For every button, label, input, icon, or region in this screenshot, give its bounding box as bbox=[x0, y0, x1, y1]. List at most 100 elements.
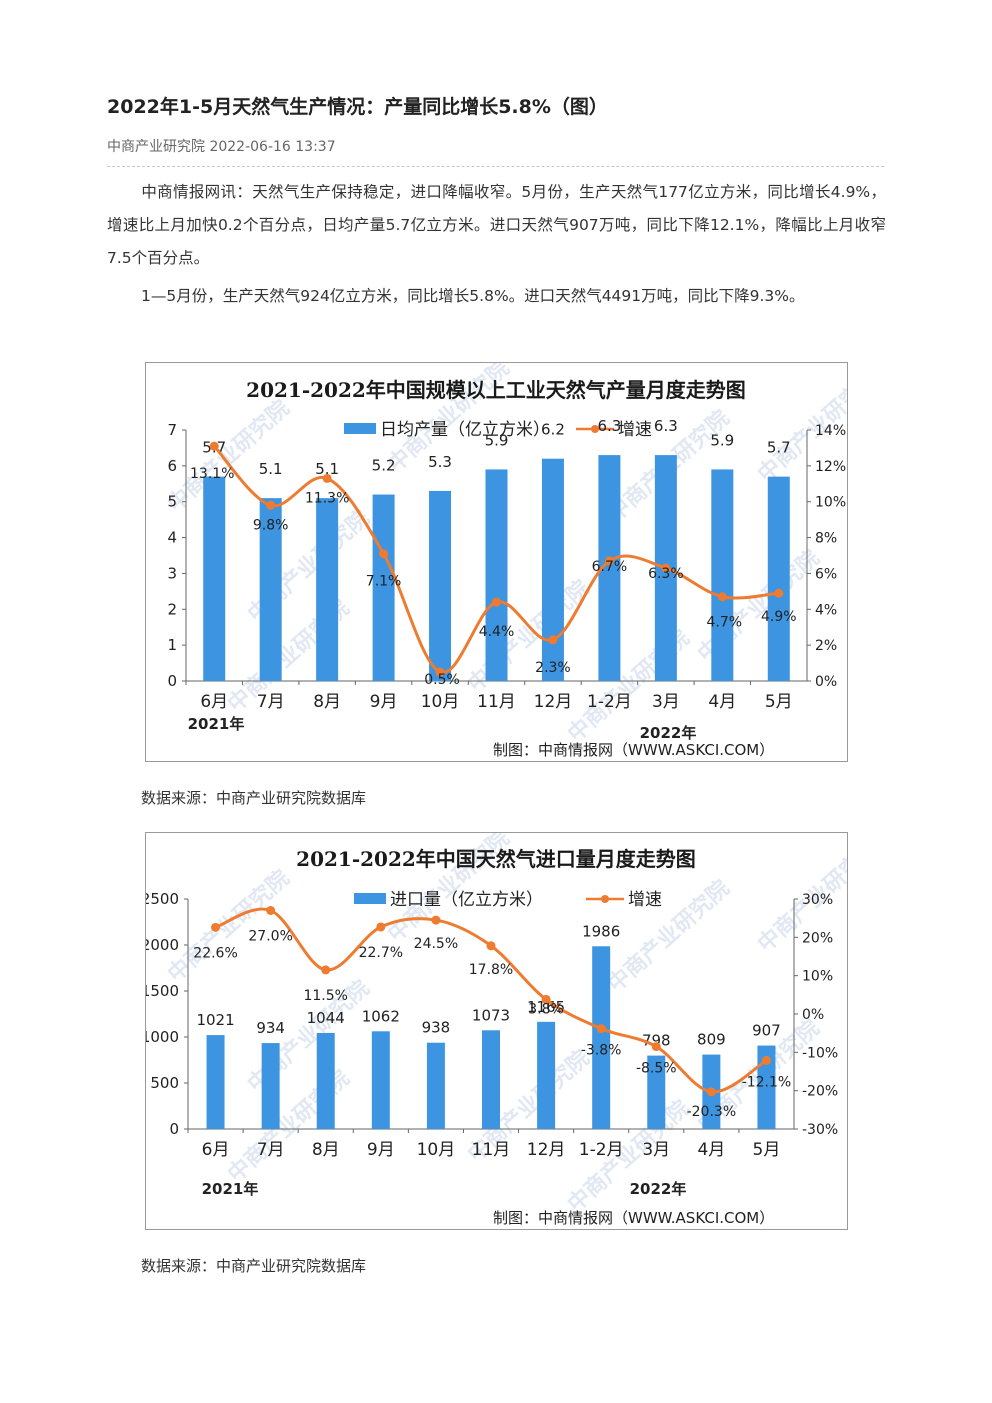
bar-value-label: 1062 bbox=[362, 1007, 400, 1025]
bar bbox=[372, 494, 395, 681]
legend-line-label: 增速 bbox=[618, 420, 652, 440]
bar-value-label: 934 bbox=[256, 1019, 285, 1037]
bar-value-label: 5.3 bbox=[428, 453, 452, 471]
growth-label: 22.7% bbox=[359, 945, 403, 961]
y-left-tick-label: 2500 bbox=[146, 890, 179, 908]
bar-value-label: 5.2 bbox=[372, 457, 396, 475]
paragraph-2-text: 1—5月份，生产天然气924亿立方米，同比增长5.8%。进口天然气4491万吨，… bbox=[141, 287, 805, 305]
growth-label: -3.8% bbox=[581, 1043, 622, 1059]
legend-line-label: 增速 bbox=[628, 890, 662, 910]
title-divider bbox=[107, 166, 884, 167]
import-chart: 中商产业研究院 中商产业研究院 中商产业研究院 中商产业研究院 中商产业研究院 中商产业研… bbox=[145, 832, 848, 1230]
bar bbox=[592, 946, 611, 1129]
bar-value-label: 5.1 bbox=[259, 460, 283, 478]
growth-point bbox=[209, 441, 219, 451]
x-tick-label: 9月 bbox=[367, 1140, 395, 1160]
y-right-tick-label: 2% bbox=[815, 638, 837, 654]
y-left-tick-label: 5 bbox=[167, 493, 177, 511]
y-right-tick-label: 0% bbox=[802, 1007, 824, 1023]
growth-label: 11.3% bbox=[305, 490, 349, 506]
y-left-tick-label: 2 bbox=[167, 600, 177, 618]
growth-point bbox=[379, 549, 389, 559]
bar-value-label: 6.2 bbox=[541, 421, 565, 439]
bar-value-label: 907 bbox=[752, 1022, 781, 1040]
year-label-2021: 2021年 bbox=[202, 1180, 259, 1198]
bar bbox=[482, 1030, 500, 1129]
x-tick-label: 1-2月 bbox=[587, 692, 632, 712]
y-right-tick-label: 4% bbox=[815, 602, 837, 618]
growth-label: 11.5% bbox=[303, 988, 347, 1004]
growth-label: -12.1% bbox=[742, 1074, 792, 1090]
x-tick-label: 5月 bbox=[753, 1140, 781, 1160]
y-left-tick-label: 3 bbox=[167, 564, 177, 582]
growth-label: 0.5% bbox=[424, 672, 460, 688]
bar-value-label: 5.9 bbox=[485, 431, 509, 449]
growth-point bbox=[322, 473, 332, 483]
growth-point bbox=[492, 597, 501, 607]
y-right-tick-label: 8% bbox=[815, 531, 837, 547]
legend-bar-swatch bbox=[344, 423, 376, 434]
bar bbox=[757, 1045, 776, 1129]
growth-label: 27.0% bbox=[248, 929, 292, 945]
bar-value-label: 1021 bbox=[196, 1011, 234, 1029]
legend-line-marker bbox=[601, 895, 609, 903]
growth-label: 7.1% bbox=[366, 574, 402, 590]
year-label-2021: 2021年 bbox=[188, 715, 245, 733]
x-tick-label: 4月 bbox=[697, 1140, 725, 1160]
growth-point bbox=[761, 1055, 771, 1065]
growth-point bbox=[541, 994, 551, 1004]
growth-point bbox=[604, 556, 614, 566]
year-label-2022: 2022年 bbox=[630, 1180, 687, 1198]
y-left-tick-label: 500 bbox=[150, 1074, 179, 1092]
growth-label: 6.3% bbox=[648, 566, 684, 582]
article-title: 2022年1-5月天然气生产情况：产量同比增长5.8%（图） bbox=[107, 96, 608, 118]
growth-point bbox=[651, 1042, 661, 1052]
bar bbox=[711, 469, 734, 681]
x-tick-label: 7月 bbox=[257, 1140, 285, 1160]
growth-label: -8.5% bbox=[636, 1061, 677, 1077]
y-right-tick-label: 10% bbox=[815, 495, 846, 511]
x-tick-label: 5月 bbox=[765, 692, 793, 712]
y-left-tick-label: 7 bbox=[167, 421, 177, 439]
y-right-tick-label: -10% bbox=[802, 1045, 838, 1061]
y-right-tick-label: -20% bbox=[802, 1084, 838, 1100]
x-tick-label: 6月 bbox=[202, 1140, 230, 1160]
paragraph-1-text: 中商情报网讯：天然气生产保持稳定，进口降幅收窄。5月份，生产天然气177亿立方米… bbox=[107, 183, 886, 267]
bar bbox=[541, 458, 564, 681]
figure-1-caption: 数据来源：中商产业研究院数据库 bbox=[141, 789, 367, 807]
bar bbox=[316, 498, 339, 681]
bar-value-label: 5.7 bbox=[767, 439, 791, 457]
paragraph-1: 中商情报网讯：天然气生产保持稳定，进口降幅收窄。5月份，生产天然气177亿立方米… bbox=[107, 176, 886, 275]
article-source[interactable]: 中商产业研究院 bbox=[107, 139, 205, 155]
y-right-tick-label: 30% bbox=[802, 892, 833, 908]
bar-value-label: 938 bbox=[422, 1019, 451, 1037]
chart-title: 2021-2022年中国天然气进口量月度走势图 bbox=[296, 847, 696, 871]
y-right-tick-label: 14% bbox=[815, 423, 846, 439]
growth-label: 24.5% bbox=[414, 936, 458, 952]
bar-value-label: 809 bbox=[697, 1031, 726, 1049]
bar bbox=[261, 1043, 280, 1129]
growth-point bbox=[321, 965, 331, 975]
y-left-tick-label: 1000 bbox=[146, 1028, 179, 1046]
x-tick-label: 11月 bbox=[472, 1140, 511, 1160]
x-tick-label: 10月 bbox=[421, 692, 460, 712]
growth-point bbox=[211, 922, 221, 932]
bar bbox=[485, 469, 508, 681]
legend-line-marker bbox=[591, 425, 599, 433]
bar-value-label: 6.3 bbox=[597, 417, 621, 435]
x-tick-label: 6月 bbox=[200, 692, 228, 712]
chart-title: 2021-2022年中国规模以上工业天然气产量月度走势图 bbox=[246, 378, 746, 402]
article-meta: 中商产业研究院 2022-06-16 13:37 bbox=[107, 136, 336, 156]
growth-label: 13.1% bbox=[190, 466, 234, 482]
bar-value-label: 1044 bbox=[307, 1009, 345, 1027]
growth-point bbox=[435, 667, 445, 677]
x-tick-label: 12月 bbox=[534, 692, 573, 712]
growth-label: 4.9% bbox=[761, 609, 797, 625]
bar bbox=[203, 476, 226, 681]
watermark-text-0: 中商产业研究院 bbox=[163, 865, 295, 987]
y-right-tick-label: -30% bbox=[802, 1122, 838, 1138]
bar bbox=[429, 490, 452, 681]
legend-bar-label: 进口量（亿立方米） bbox=[390, 890, 543, 910]
growth-point bbox=[706, 1087, 716, 1097]
growth-label: 4.7% bbox=[707, 615, 743, 631]
